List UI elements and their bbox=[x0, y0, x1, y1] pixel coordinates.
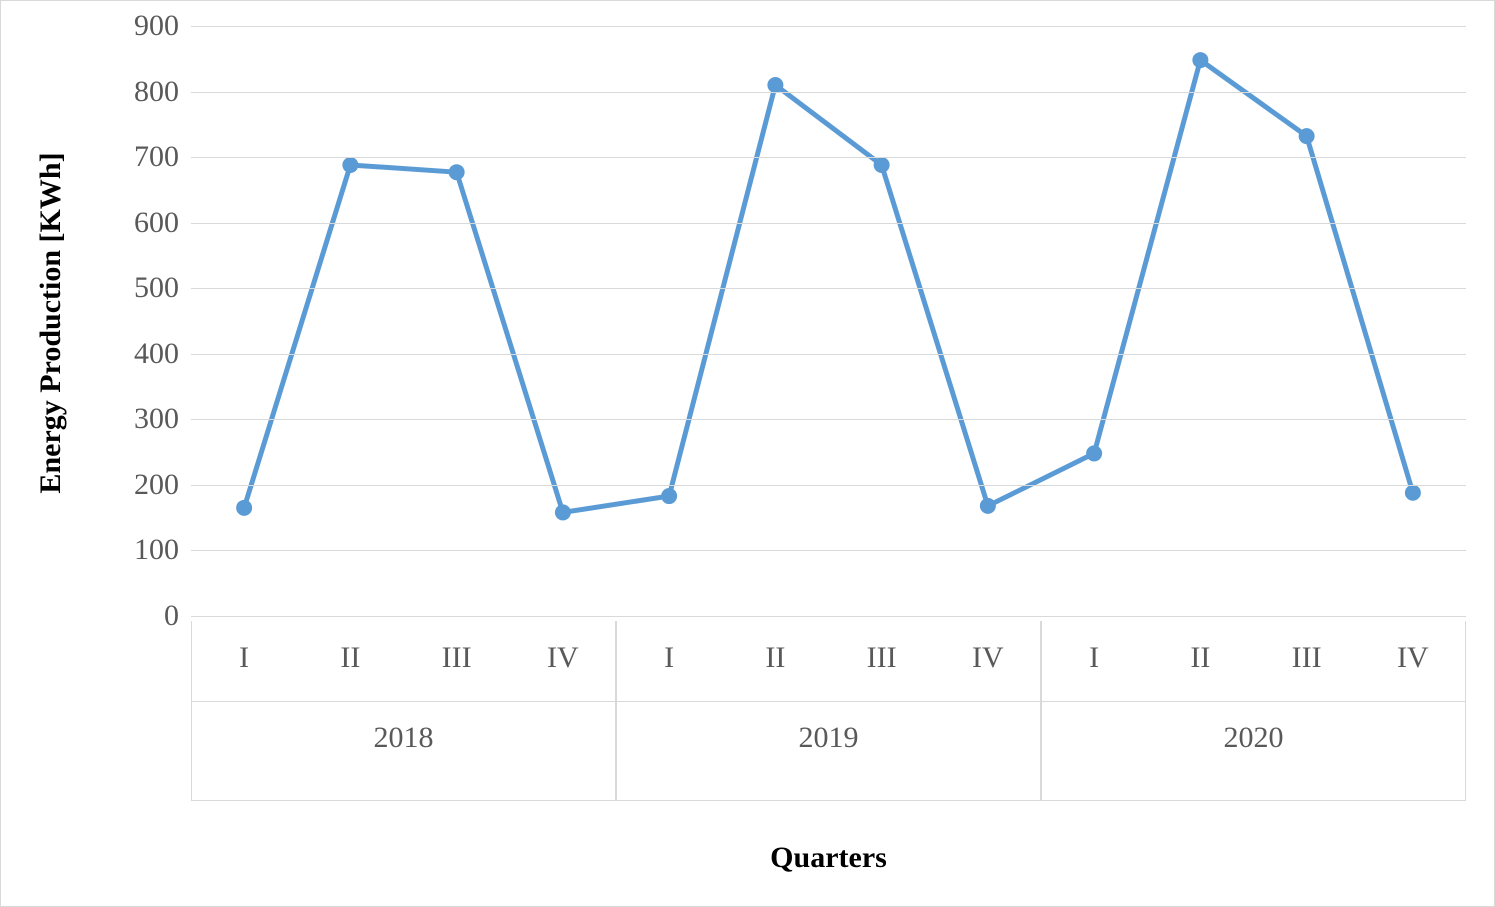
x-axis-title: Quarters bbox=[191, 841, 1466, 875]
y-tick-label: 300 bbox=[89, 402, 179, 436]
data-marker bbox=[555, 504, 571, 520]
data-marker bbox=[1192, 52, 1208, 68]
x-group-label: 2018 bbox=[191, 721, 616, 755]
gridline bbox=[191, 288, 1466, 289]
gridline bbox=[191, 616, 1466, 617]
data-marker bbox=[449, 164, 465, 180]
data-marker bbox=[661, 488, 677, 504]
x-group-border bbox=[191, 621, 616, 801]
gridline bbox=[191, 354, 1466, 355]
data-marker bbox=[874, 157, 890, 173]
y-tick-label: 200 bbox=[89, 468, 179, 502]
data-marker bbox=[1086, 445, 1102, 461]
y-tick-label: 800 bbox=[89, 75, 179, 109]
y-tick-label: 900 bbox=[89, 9, 179, 43]
y-axis-title: Energy Production [KWh] bbox=[34, 123, 68, 523]
x-group-divider bbox=[1041, 701, 1466, 702]
gridline bbox=[191, 485, 1466, 486]
x-group-divider bbox=[616, 701, 1041, 702]
y-tick-label: 100 bbox=[89, 533, 179, 567]
x-group-border bbox=[616, 621, 1041, 801]
x-group-border bbox=[1041, 621, 1466, 801]
gridline bbox=[191, 550, 1466, 551]
line-series-svg bbox=[191, 26, 1466, 616]
x-group-label: 2019 bbox=[616, 721, 1041, 755]
y-tick-label: 700 bbox=[89, 140, 179, 174]
data-marker bbox=[236, 500, 252, 516]
gridline bbox=[191, 26, 1466, 27]
gridline bbox=[191, 223, 1466, 224]
y-tick-label: 0 bbox=[89, 599, 179, 633]
data-marker bbox=[342, 157, 358, 173]
gridline bbox=[191, 419, 1466, 420]
gridline bbox=[191, 92, 1466, 93]
line-chart-container: Energy Production [KWh] Quarters 0 100 200… bbox=[0, 0, 1495, 907]
data-marker bbox=[980, 498, 996, 514]
data-marker bbox=[1405, 485, 1421, 501]
y-tick-label: 400 bbox=[89, 337, 179, 371]
plot-area bbox=[191, 26, 1466, 616]
data-marker bbox=[1299, 128, 1315, 144]
y-tick-label: 500 bbox=[89, 271, 179, 305]
x-group-label: 2020 bbox=[1041, 721, 1466, 755]
gridline bbox=[191, 157, 1466, 158]
line-series bbox=[244, 60, 1413, 512]
x-group-divider bbox=[191, 701, 616, 702]
y-tick-label: 600 bbox=[89, 206, 179, 240]
